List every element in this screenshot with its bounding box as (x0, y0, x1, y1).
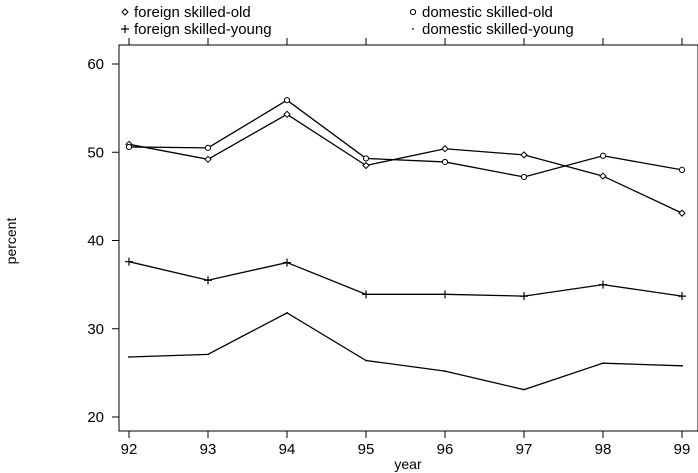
legend-item: foreign skilled-old (121, 4, 251, 21)
data-point (365, 359, 367, 362)
legend-label: foreign skilled-young (134, 21, 272, 38)
y-tick-label: 50 (87, 144, 104, 161)
data-point (520, 292, 528, 301)
y-axis-label: percent (3, 218, 19, 265)
legend-label: domestic skilled-young (422, 21, 574, 38)
legend-item: foreign skilled-young (121, 21, 272, 38)
data-point (204, 155, 212, 164)
x-axis: 92 93 94 95 96 97 98 99 (121, 38, 691, 458)
legend-item: domestic skilled-young (412, 21, 574, 38)
series-line (128, 113, 683, 214)
legend: foreign skilled-old domestic skilled-old f… (121, 4, 574, 38)
data-point (599, 152, 607, 159)
data-point (520, 151, 528, 159)
data-point (678, 166, 686, 173)
data-point (283, 97, 291, 104)
legend-label: domestic skilled-old (422, 4, 553, 21)
data-point (286, 311, 288, 314)
data-point (362, 155, 370, 162)
data-point (444, 370, 446, 373)
x-tick-label: 98 (595, 441, 612, 458)
series-0 (125, 110, 686, 217)
data-point (599, 280, 607, 289)
y-tick-label: 30 (87, 321, 104, 338)
y-tick-label: 60 (87, 56, 104, 73)
legend-label: foreign skilled-old (134, 4, 251, 21)
series-layer (125, 97, 686, 391)
legend-marker (121, 8, 129, 16)
data-point (283, 258, 291, 267)
legend-item: domestic skilled-old (409, 4, 553, 21)
x-tick-label: 99 (674, 441, 691, 458)
legend-marker (412, 28, 414, 30)
data-point (678, 292, 686, 301)
series-2 (125, 257, 686, 301)
data-point (441, 158, 449, 166)
data-point (681, 364, 683, 367)
x-tick-label: 96 (437, 441, 454, 458)
x-tick-label: 97 (516, 441, 533, 458)
data-point (125, 257, 133, 266)
data-point (362, 161, 370, 170)
data-point (602, 362, 604, 365)
data-point (441, 145, 449, 153)
data-point (362, 290, 370, 299)
data-point (204, 144, 212, 151)
data-point (283, 110, 291, 119)
legend-marker (409, 8, 417, 16)
series-1 (125, 97, 686, 181)
series-line (128, 312, 683, 391)
data-point (125, 143, 133, 151)
data-point (204, 276, 212, 285)
x-tick-label: 95 (358, 441, 375, 458)
y-axis: 20 30 40 50 60 (87, 56, 119, 426)
data-point (599, 172, 607, 180)
series-line (128, 261, 683, 297)
plot-area-frame (118, 44, 698, 432)
data-point (523, 388, 525, 391)
x-tick-label: 94 (279, 441, 296, 458)
x-tick-label: 92 (121, 441, 138, 458)
data-point (128, 356, 130, 358)
data-point (678, 209, 686, 217)
x-axis-label: year (394, 456, 422, 472)
x-tick-label: 93 (200, 441, 217, 458)
series-3 (128, 311, 683, 391)
data-point (520, 173, 528, 181)
data-point (207, 353, 209, 356)
series-line (128, 99, 683, 178)
y-tick-label: 20 (87, 409, 104, 426)
legend-marker (121, 25, 129, 33)
data-point (441, 290, 449, 299)
y-tick-label: 40 (87, 233, 104, 250)
